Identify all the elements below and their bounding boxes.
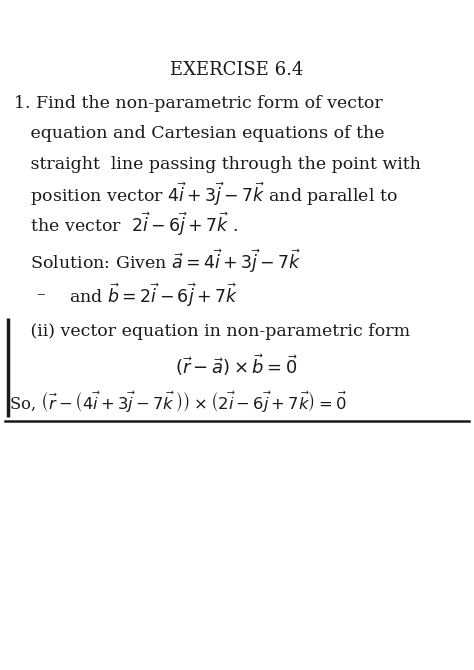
Text: the vector  $2\vec{i} - 6\vec{j} + 7\vec{k}$ .: the vector $2\vec{i} - 6\vec{j} + 7\vec{… [14,210,238,239]
Text: Solution: Given $\vec{a} = 4\vec{i} + 3\vec{j} - 7\vec{k}$: Solution: Given $\vec{a} = 4\vec{i} + 3\… [14,247,302,275]
Text: position vector $4\vec{i} + 3\vec{j} - 7\vec{k}$ and parallel to: position vector $4\vec{i} + 3\vec{j} - 7… [14,180,398,208]
Text: EXERCISE 6.4: EXERCISE 6.4 [170,62,304,79]
Text: (ii) vector equation in non-parametric form: (ii) vector equation in non-parametric f… [14,323,410,340]
Text: equation and Cartesian equations of the: equation and Cartesian equations of the [14,125,385,143]
Text: and $\vec{b} = 2\vec{i} - 6\vec{j} + 7\vec{k}$: and $\vec{b} = 2\vec{i} - 6\vec{j} + 7\v… [14,281,238,309]
Text: $(\vec{r} - \vec{a}) \times \vec{b} = \vec{0}$: $(\vec{r} - \vec{a}) \times \vec{b} = \v… [175,352,299,378]
Text: So, $\left(\vec{r} - \left(4\vec{i} + 3\vec{j} - 7\vec{k}\,\right)\right) \times: So, $\left(\vec{r} - \left(4\vec{i} + 3\… [9,389,347,415]
Text: straight  line passing through the point with: straight line passing through the point … [14,155,421,173]
Text: –: – [36,286,45,304]
Text: 1. Find the non-parametric form of vector: 1. Find the non-parametric form of vecto… [14,95,383,113]
